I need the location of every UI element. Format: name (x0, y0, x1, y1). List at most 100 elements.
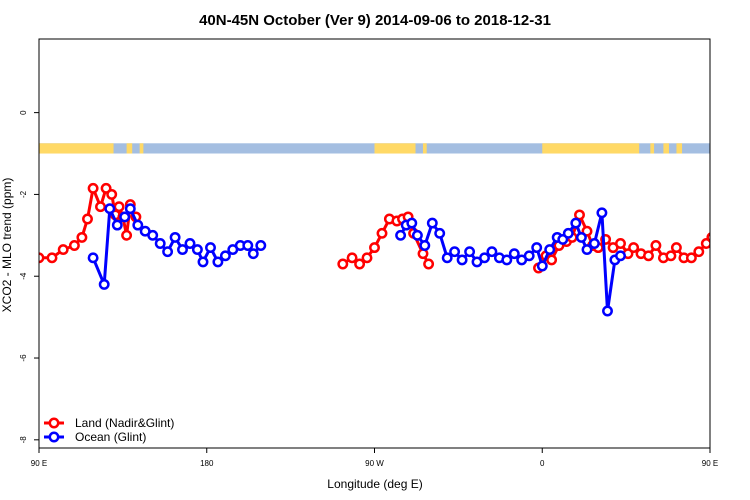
data-point-0-1-2 (354, 258, 366, 270)
data-point-0-2-19 (665, 250, 677, 262)
y-axis-label: XCO2 - MLO trend (ppm) (0, 178, 14, 313)
data-point-1-0-16 (205, 242, 216, 254)
data-point-0-2-25 (706, 232, 710, 243)
data-point-1-1-32 (615, 250, 626, 262)
surface-band-land-3 (374, 143, 416, 154)
data-point-1-1-0 (395, 229, 407, 241)
x-tick-label-0: 90 E (31, 459, 47, 468)
data-point-1-0-22 (247, 248, 259, 260)
data-point-1-0-6 (132, 219, 144, 231)
data-point-1-1-7 (441, 252, 453, 264)
data-point-1-0-13 (184, 238, 196, 249)
data-point-0-1-12 (423, 258, 435, 270)
data-point-1-0-0 (87, 252, 99, 264)
data-point-1-0-11 (169, 231, 181, 243)
data-point-0-2-16 (643, 250, 654, 262)
data-point-1-1-6 (434, 227, 446, 239)
data-point-0-0-11 (113, 201, 125, 213)
surface-band-land-2 (139, 143, 144, 154)
data-point-1-1-9 (456, 254, 468, 266)
data-point-1-1-2 (406, 217, 418, 229)
data-point-1-0-3 (111, 219, 123, 231)
data-point-0-0-7 (95, 201, 106, 213)
data-point-0-0-4 (76, 231, 88, 243)
data-point-1-1-28 (588, 238, 600, 249)
data-point-0-1-5 (376, 227, 388, 239)
data-point-1-1-8 (449, 246, 461, 258)
data-point-1-0-12 (177, 244, 188, 256)
surface-band-land-5 (542, 143, 640, 154)
data-point-1-0-18 (219, 250, 231, 262)
data-point-0-0-9 (106, 188, 118, 200)
y-tick-label-1: -2 (19, 190, 28, 198)
data-point-0-2-20 (670, 242, 682, 254)
data-point-1-0-5 (124, 203, 136, 215)
surface-band-land-7 (663, 143, 669, 154)
data-point-1-0-17 (212, 256, 224, 268)
data-point-1-0-9 (154, 238, 166, 249)
x-axis-label: Longitude (deg E) (327, 477, 422, 491)
data-point-0-2-24 (700, 238, 710, 249)
series-layer (39, 182, 710, 317)
legend: Land (Nadir&Glint) Ocean (Glint) (44, 416, 174, 444)
series-land (39, 182, 710, 274)
data-point-0-2-2 (546, 254, 558, 266)
y-tick-label-4: -8 (19, 436, 28, 444)
data-point-1-0-15 (197, 256, 209, 268)
data-point-1-1-24 (562, 227, 574, 239)
series-line-0-0 (39, 186, 138, 260)
data-point-1-1-13 (486, 246, 498, 258)
data-point-0-0-0 (39, 252, 45, 264)
data-point-1-1-3 (411, 229, 423, 241)
surface-band-land-6 (650, 143, 655, 154)
surface-band-land-4 (422, 143, 427, 154)
data-point-0-2-14 (628, 242, 640, 254)
data-point-1-1-21 (544, 244, 556, 256)
y-tick-label-2: -4 (19, 272, 28, 280)
data-point-1-0-23 (255, 240, 267, 251)
legend-land-marker (48, 417, 60, 429)
surface-band-land-0 (39, 143, 114, 154)
data-point-1-0-2 (104, 203, 116, 215)
x-tick-label-4: 90 E (702, 459, 718, 468)
x-tick-label-3: 0 (540, 459, 545, 468)
y-tick-label-3: -6 (19, 354, 28, 362)
data-point-1-1-5 (426, 217, 438, 229)
legend-ocean-label: Ocean (Glint) (75, 430, 146, 444)
x-tick-label-1: 180 (200, 459, 214, 468)
data-point-0-0-5 (82, 213, 93, 225)
data-point-1-1-12 (479, 252, 490, 264)
data-point-0-2-17 (650, 240, 662, 251)
data-point-0-2-23 (693, 246, 705, 258)
surface-band-land-8 (676, 143, 683, 154)
data-point-1-1-18 (523, 250, 535, 262)
surface-band-land-1 (126, 143, 133, 154)
data-point-1-0-14 (191, 244, 203, 256)
data-point-0-0-13 (121, 229, 133, 241)
surface-type-band (39, 143, 710, 154)
chart-title: 40N-45N October (Ver 9) 2014-09-06 to 20… (199, 12, 551, 29)
data-point-0-2-12 (615, 238, 626, 249)
data-point-0-0-2 (57, 244, 69, 256)
data-point-0-1-3 (361, 252, 373, 264)
data-point-0-1-1 (346, 252, 358, 264)
data-point-1-1-19 (531, 242, 543, 254)
data-point-1-1-20 (536, 260, 548, 272)
data-point-1-1-25 (570, 217, 582, 229)
data-point-1-1-27 (581, 244, 593, 256)
data-point-0-1-4 (369, 242, 380, 254)
data-point-1-1-10 (464, 246, 476, 258)
axes: 90 E 180 90 W 0 90 E 0 -2 -4 -6 -8 (19, 38, 718, 468)
data-point-0-0-3 (68, 240, 80, 251)
data-point-1-1-16 (508, 248, 520, 260)
data-point-1-1-4 (419, 240, 431, 251)
data-point-1-1-15 (501, 254, 513, 266)
data-point-1-0-21 (242, 240, 254, 251)
data-point-0-2-22 (685, 252, 697, 264)
x-tick-label-2: 90 W (365, 459, 384, 468)
series-ocean (87, 203, 626, 317)
data-point-1-1-29 (596, 207, 608, 219)
data-point-1-0-1 (98, 278, 110, 290)
data-point-1-1-30 (602, 305, 613, 317)
